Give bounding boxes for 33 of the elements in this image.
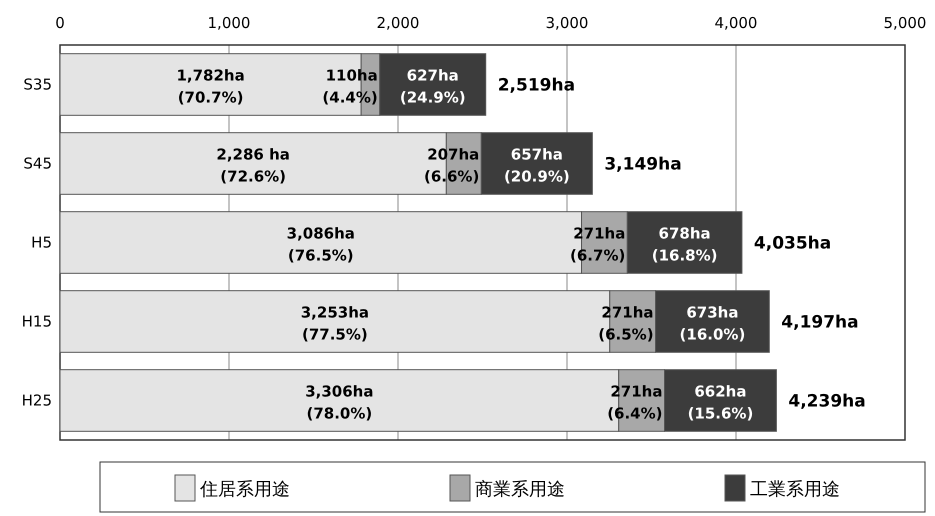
y-tick-label: H5 bbox=[31, 234, 52, 252]
data-label: 2,286 ha (72.6%) bbox=[216, 146, 290, 186]
data-label: 3,253ha (77.5%) bbox=[300, 304, 370, 344]
total-label: 4,035ha bbox=[754, 234, 832, 254]
total-label: 2,519ha bbox=[498, 76, 576, 96]
x-tick-label: 1,000 bbox=[208, 14, 250, 32]
data-label: 271ha (6.4%) bbox=[607, 382, 663, 422]
legend-label: 工業系用途 bbox=[750, 479, 840, 500]
data-label: 627ha (24.9%) bbox=[400, 66, 466, 106]
x-tick-label: 5,000 bbox=[884, 14, 926, 32]
total-label: 4,239ha bbox=[788, 392, 866, 412]
x-tick-label: 2,000 bbox=[376, 14, 420, 32]
total-label: 4,197ha bbox=[781, 312, 859, 332]
data-label: 207ha (6.6%) bbox=[424, 146, 480, 186]
data-label: 662ha (15.6%) bbox=[688, 382, 754, 422]
data-label: 657ha (20.9%) bbox=[504, 146, 570, 186]
data-label: 271ha (6.5%) bbox=[598, 304, 654, 344]
x-tick-label: 4,000 bbox=[714, 14, 758, 32]
y-tick-label: S35 bbox=[23, 76, 52, 94]
data-label: 1,782ha (70.7%) bbox=[176, 66, 245, 106]
data-label: 678ha (16.8%) bbox=[652, 224, 718, 264]
y-tick-label: S45 bbox=[23, 154, 52, 172]
data-label: 3,086ha (76.5%) bbox=[286, 224, 355, 264]
data-label: 673ha (16.0%) bbox=[680, 304, 746, 344]
x-tick-label: 3,000 bbox=[546, 14, 588, 32]
legend-label: 商業系用途 bbox=[475, 479, 565, 500]
y-tick-label: H25 bbox=[22, 392, 52, 410]
total-label: 3,149ha bbox=[604, 154, 682, 174]
x-tick-label: 0 bbox=[55, 14, 65, 32]
y-tick-label: H15 bbox=[22, 312, 52, 330]
data-label: 271ha (6.7%) bbox=[570, 224, 626, 264]
legend-label: 住居系用途 bbox=[199, 479, 290, 500]
data-label: 3,306ha (78.0%) bbox=[305, 382, 374, 422]
